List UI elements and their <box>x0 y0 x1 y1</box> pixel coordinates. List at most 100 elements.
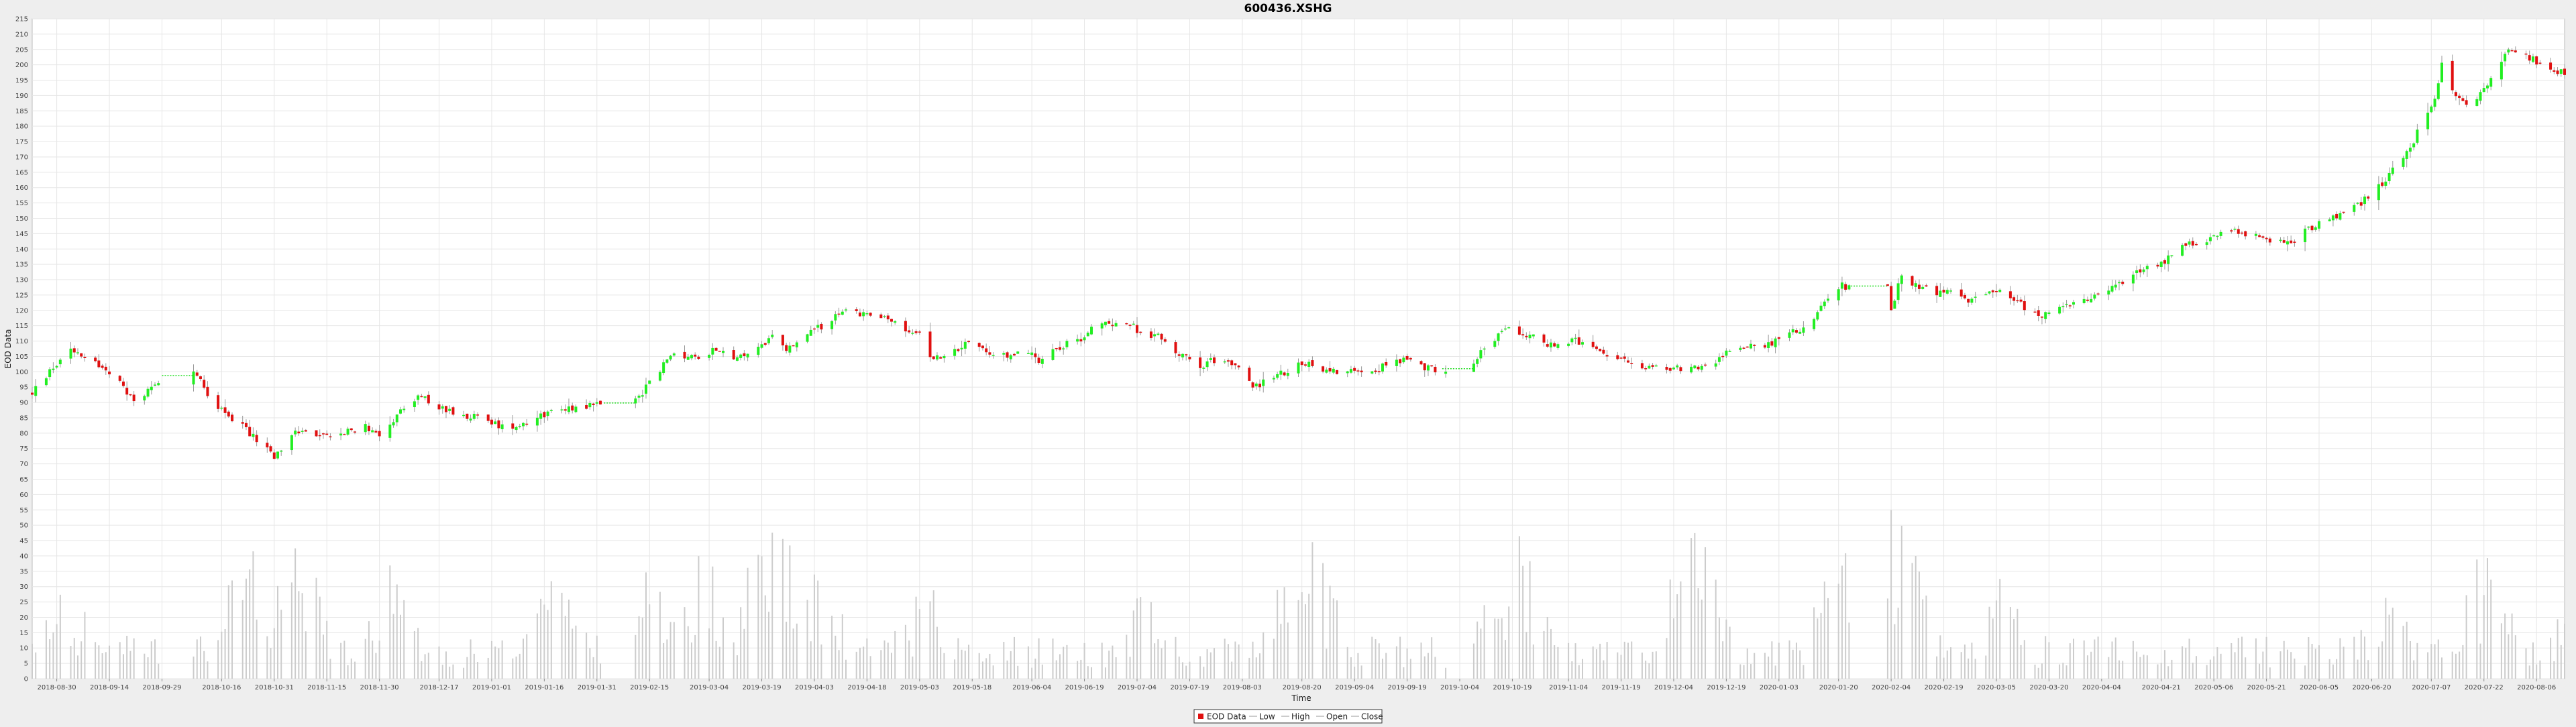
volume-bar <box>1841 565 1843 679</box>
candle-body <box>806 334 809 342</box>
volume-bar <box>1041 664 1043 679</box>
volume-bar <box>589 648 591 679</box>
candle-body <box>1174 342 1177 353</box>
candle-body <box>1595 346 1598 349</box>
candle-body <box>2535 56 2538 65</box>
candle-body <box>1690 366 1693 373</box>
volume-bar <box>1477 621 1479 679</box>
candle-body <box>1994 290 1998 292</box>
y-axis-label: EOD Data <box>3 329 13 369</box>
volume-bar <box>2182 646 2184 679</box>
candle-body <box>845 309 848 311</box>
volume-bar <box>1697 588 1699 679</box>
volume-bar <box>364 638 366 679</box>
volume-bar <box>221 631 223 679</box>
candle-body <box>203 380 206 388</box>
volume-bar <box>2237 638 2239 679</box>
volume-bar <box>1431 637 1433 679</box>
candle-body <box>865 313 869 315</box>
volume-bar <box>32 643 33 679</box>
candle-body <box>560 409 564 410</box>
candle-body <box>2244 231 2247 237</box>
volume-bar <box>1409 659 1411 679</box>
volume-bar <box>399 614 401 679</box>
volume-bar <box>2090 651 2092 679</box>
volume-bar <box>1501 618 1503 679</box>
volume-bar <box>1803 665 1805 679</box>
volume-bar <box>543 604 545 679</box>
y-tick-label: 165 <box>15 169 28 176</box>
candle-body <box>2156 264 2159 267</box>
candle-body <box>2184 243 2188 246</box>
volume-bar <box>1886 598 1888 679</box>
candle-body <box>2384 181 2387 186</box>
volume-bar <box>294 548 297 679</box>
candle-body <box>223 407 227 413</box>
volume-bar <box>1606 642 1608 679</box>
volume-bar <box>227 585 229 679</box>
x-tick-label: 2019-09-19 <box>1388 684 1427 691</box>
candle-body <box>1325 370 1328 373</box>
volume-bar <box>596 635 598 679</box>
candle-body <box>883 316 886 317</box>
volume-bar <box>1031 667 1033 679</box>
volume-bar <box>786 621 788 679</box>
volume-bar <box>1627 642 1629 679</box>
volume-bar <box>2146 655 2148 679</box>
volume-bar <box>105 652 107 679</box>
candle-body <box>648 380 651 384</box>
candle-body <box>388 425 392 438</box>
volume-bar <box>1546 617 1548 679</box>
candle-body <box>272 452 276 459</box>
volume-bar <box>2241 636 2243 679</box>
candle-body <box>1483 348 1486 350</box>
volume-bar <box>1518 536 1520 679</box>
volume-bar <box>2437 639 2439 679</box>
candle-body <box>1644 368 1648 370</box>
candle-body <box>757 347 760 355</box>
candle-body <box>1374 370 1377 372</box>
legend-entry: Open <box>1326 712 1348 722</box>
volume-bar <box>241 600 244 679</box>
y-tick-label: 60 <box>19 492 28 499</box>
x-tick-label: 2019-11-19 <box>1601 684 1640 691</box>
volume-bar <box>1666 638 1668 679</box>
volume-bar <box>2023 640 2025 679</box>
volume-bar <box>1946 650 1948 679</box>
volume-bar <box>2122 661 2124 679</box>
volume-bar <box>329 659 331 679</box>
candle-body <box>398 409 402 414</box>
volume-bar <box>2234 652 2236 679</box>
volume-bar <box>2171 659 2173 679</box>
volume-bar <box>1027 646 1029 679</box>
y-tick-label: 70 <box>19 461 28 468</box>
volume-bar <box>217 640 219 679</box>
volume-bar <box>1603 660 1605 679</box>
volume-bar <box>2216 647 2218 679</box>
volume-bar <box>2209 659 2211 679</box>
legend-swatch <box>1198 714 1203 719</box>
volume-bar <box>645 572 647 679</box>
volume-bar <box>421 661 423 679</box>
candle-body <box>55 366 58 368</box>
candle-body <box>918 331 921 333</box>
candle-body <box>2293 241 2296 243</box>
volume-bar <box>943 653 945 679</box>
volume-bar <box>915 596 917 679</box>
candle-body <box>2047 312 2051 315</box>
candle-body <box>746 353 749 357</box>
volume-bar <box>1974 659 1976 679</box>
y-tick-label: 35 <box>19 568 28 575</box>
candle-body <box>1328 368 1332 372</box>
candle-body <box>1725 350 1728 356</box>
volume-bar <box>747 567 749 679</box>
volume-bar <box>276 585 278 679</box>
candle-body <box>329 436 332 438</box>
volume-bar <box>2434 644 2436 679</box>
volume-bar <box>1922 599 1924 679</box>
volume-bar <box>687 626 689 679</box>
candle-body <box>879 314 883 319</box>
candle-body <box>83 357 87 358</box>
volume-bar <box>715 640 717 679</box>
candle-body <box>2458 95 2461 99</box>
